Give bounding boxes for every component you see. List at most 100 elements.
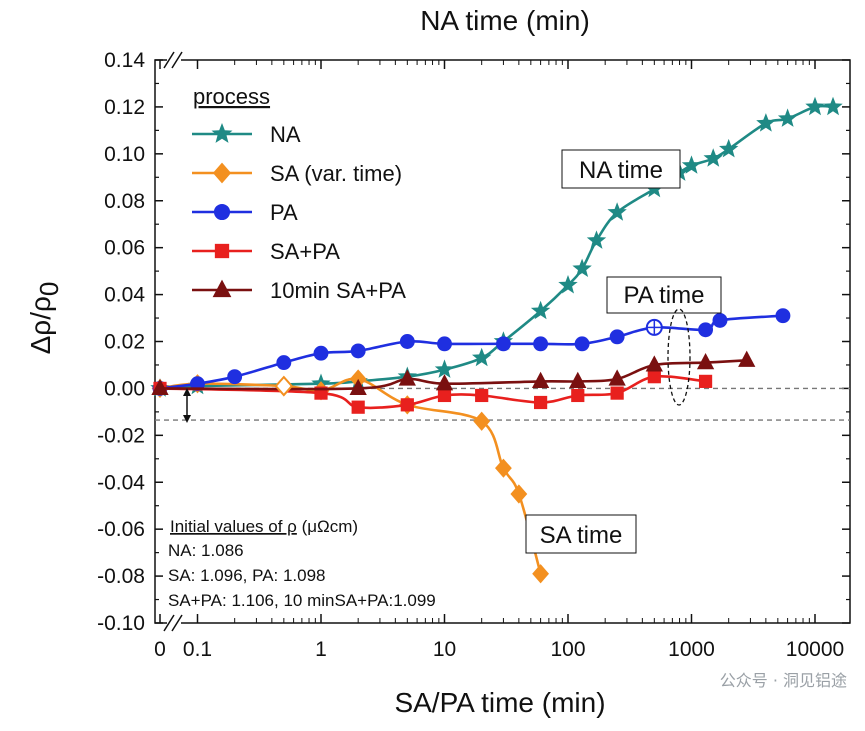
data-point-pa	[437, 336, 452, 352]
x-axis-title: SA/PA time (min)	[394, 687, 605, 718]
data-point-sa-pa	[475, 388, 489, 403]
top-axis-title: NA time (min)	[420, 5, 590, 36]
y-tick-label: 0.08	[104, 190, 145, 213]
y-tick-label: -0.04	[97, 471, 145, 494]
data-point-na	[823, 96, 843, 116]
legend-item-sa-var-time: SA (var. time)	[192, 161, 402, 186]
y-tick-label: 0.00	[104, 377, 145, 400]
note-line-2: SA: 1.096, PA: 1.098	[168, 566, 326, 585]
data-point-10min-sa-pa	[151, 378, 169, 396]
data-point-pa	[698, 322, 714, 338]
y-axis-title-subscript: 0	[34, 282, 64, 296]
x-tick-label: 10	[433, 638, 456, 661]
note-line-3: SA+PA: 1.106, 10 minSA+PA:1.099	[168, 591, 436, 610]
data-point-na	[681, 155, 702, 174]
y-tick-label: 0.10	[104, 143, 145, 166]
annotation-sa-time: SA time	[525, 514, 637, 554]
series-line-sa-pa	[159, 374, 706, 410]
annotation-pa-time-label: PA time	[624, 282, 705, 309]
data-point-na	[756, 113, 776, 132]
legend-label: SA (var. time)	[270, 161, 402, 186]
data-point-sa-var-time	[510, 484, 528, 504]
legend-item-sa-pa: SA+PA	[192, 239, 340, 264]
data-point-sa-var-time	[532, 564, 550, 584]
legend-title: process	[193, 84, 270, 109]
legend-marker	[214, 243, 230, 259]
note-heading-unit: (μΩcm)	[297, 517, 358, 536]
pa-highlight-marker	[645, 318, 663, 336]
y-tick-label: -0.10	[97, 612, 145, 635]
data-point-pa	[574, 336, 590, 352]
data-point-na	[558, 275, 578, 294]
legend-item-10min-sa-pa: 10min SA+PA	[192, 278, 406, 303]
data-point-sa-pa	[437, 388, 452, 403]
data-point-sa-pa	[698, 374, 713, 388]
data-point-pa	[495, 336, 511, 352]
data-point-pa	[276, 355, 292, 371]
axis-break-bottom	[163, 613, 183, 633]
y-tick-label: 0.06	[104, 237, 145, 260]
data-point-na	[434, 359, 455, 378]
data-point-sa-pa	[571, 388, 585, 403]
series-10min-sa-pa	[151, 350, 756, 396]
data-point-sa-var-time	[473, 411, 491, 431]
legend-item-pa: PA	[192, 200, 298, 225]
y-axis-ticks: 0.14 0.12 0.10 0.08 0.06 0.04 0.02 0.00 -0.02 -0.…	[97, 49, 850, 635]
data-point-pa	[399, 334, 415, 349]
x-tick-label: 0	[154, 638, 166, 661]
watermark: 公众号 · 洞见铝途	[719, 671, 847, 690]
sa-highlight-marker	[274, 375, 294, 397]
data-point-pa	[313, 345, 329, 361]
x-tick-label: 0.1	[183, 638, 212, 661]
data-point-10min-sa-pa	[738, 350, 756, 367]
data-point-pa	[227, 369, 243, 385]
y-tick-label: 0.02	[104, 331, 145, 354]
x-tick-label: 1	[315, 638, 327, 661]
data-point-10min-sa-pa	[531, 371, 550, 388]
legend-label: 10min SA+PA	[270, 278, 406, 303]
initial-values-note: Initial values of ρ (μΩcm) NA: 1.086 SA:…	[168, 517, 436, 610]
pa-time-ellipse	[667, 308, 691, 406]
y-tick-label: -0.06	[97, 518, 145, 541]
note-heading-text: Initial values of ρ	[170, 517, 297, 536]
data-point-pa	[533, 336, 549, 352]
data-point-na	[572, 258, 592, 277]
data-point-na	[472, 347, 492, 367]
y-axis-title-main: Δρ/ρ	[25, 296, 56, 354]
data-point-10min-sa-pa	[608, 369, 626, 386]
y-axis-title: Δρ/ρ0	[25, 282, 64, 355]
offset-double-arrow	[183, 388, 191, 423]
data-point-pa	[350, 343, 366, 359]
series-layer	[150, 96, 843, 584]
data-point-na	[530, 300, 551, 320]
annotation-na-time: NA time	[561, 149, 681, 189]
data-point-10min-sa-pa	[398, 369, 416, 386]
y-tick-label: 0.04	[104, 284, 145, 307]
x-tick-label: 1000	[668, 638, 715, 661]
annotation-sa-time-label: SA time	[540, 522, 623, 549]
legend-marker	[213, 203, 231, 221]
reference-lines	[155, 387, 850, 421]
data-point-na	[719, 138, 739, 158]
legend-marker	[212, 279, 232, 298]
x-tick-label: 10000	[786, 638, 844, 661]
data-point-pa	[712, 312, 728, 328]
legend-marker	[212, 162, 232, 184]
data-point-sa-var-time	[495, 458, 512, 478]
x-tick-label: 100	[550, 638, 585, 661]
series-line-sa-var-time	[159, 377, 542, 575]
data-point-na	[607, 202, 627, 221]
series-pa	[152, 308, 791, 396]
data-point-10min-sa-pa	[569, 371, 587, 388]
data-point-10min-sa-pa	[645, 355, 663, 372]
y-tick-label: 0.14	[104, 49, 145, 72]
data-point-10min-sa-pa	[435, 374, 454, 391]
data-point-10min-sa-pa	[349, 378, 367, 396]
data-point-na	[777, 108, 798, 127]
data-point-na	[703, 148, 723, 167]
data-point-pa	[609, 329, 625, 345]
data-point-na	[805, 96, 825, 116]
data-point-na	[586, 230, 607, 249]
y-tick-label: -0.08	[97, 565, 145, 588]
